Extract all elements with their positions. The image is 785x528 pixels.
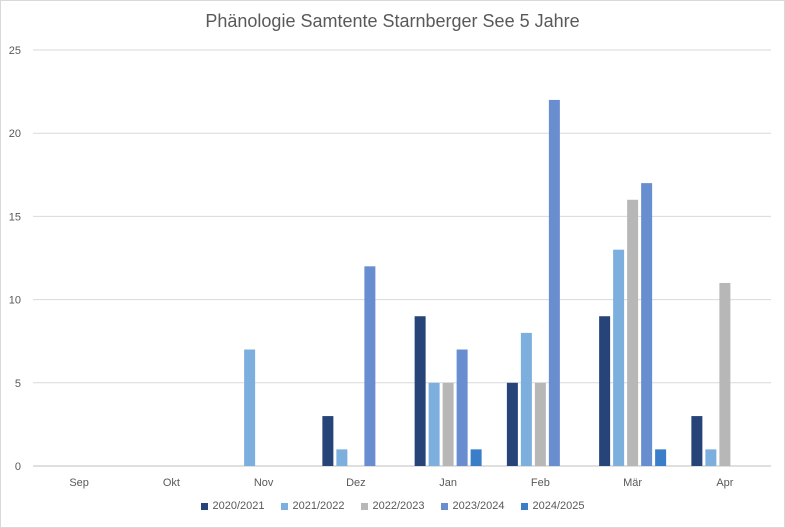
legend-label: 2020/2021	[212, 500, 265, 512]
bar	[428, 382, 440, 466]
bar	[548, 99, 560, 467]
x-tick-label: Feb	[531, 477, 550, 489]
bar	[322, 416, 334, 466]
legend-item: 2020/2021	[200, 500, 265, 512]
legend-item: 2021/2022	[280, 500, 345, 512]
legend-swatch	[360, 502, 368, 510]
bar	[506, 382, 518, 466]
bar	[599, 316, 611, 466]
bar	[442, 382, 454, 466]
legend-item: 2022/2023	[360, 500, 425, 512]
bar	[655, 449, 667, 466]
bar	[691, 416, 703, 466]
x-tick-label: Apr	[716, 477, 733, 489]
bar	[613, 249, 625, 466]
legend-label: 2024/2025	[532, 500, 585, 512]
bar	[641, 183, 653, 466]
bar	[244, 349, 256, 466]
legend-swatch	[440, 502, 448, 510]
y-tick-label: 5	[15, 378, 21, 390]
bar	[719, 282, 731, 466]
x-tick-label: Dez	[346, 477, 366, 489]
x-tick-label: Jan	[439, 477, 457, 489]
x-tick-label: Sep	[69, 477, 89, 489]
bar	[520, 332, 532, 466]
legend-swatch	[520, 502, 528, 510]
chart-title: Phänologie Samtente Starnberger See 5 Ja…	[205, 11, 580, 31]
bar	[336, 449, 348, 466]
bar	[627, 199, 639, 466]
x-tick-label: Okt	[163, 477, 180, 489]
bar	[414, 316, 426, 466]
legend-label: 2021/2022	[292, 500, 345, 512]
y-tick-label: 20	[9, 128, 21, 140]
legend-item: 2023/2024	[440, 500, 505, 512]
bar	[534, 382, 546, 466]
bar	[705, 449, 717, 466]
legend-swatch	[280, 502, 288, 510]
legend-swatch	[200, 502, 208, 510]
bar	[364, 266, 376, 466]
legend: 2020/2021 2021/2022 2022/2023 2023/2024 2024…	[0, 500, 785, 512]
legend-label: 2023/2024	[452, 500, 505, 512]
x-tick-label: Nov	[254, 477, 274, 489]
y-tick-label: 0	[15, 461, 21, 473]
y-tick-label: 25	[9, 45, 21, 57]
bar	[470, 449, 482, 466]
legend-item: 2024/2025	[520, 500, 585, 512]
x-tick-label: Mär	[623, 477, 642, 489]
bar	[456, 349, 468, 466]
legend-label: 2022/2023	[372, 500, 425, 512]
y-tick-label: 15	[9, 211, 21, 223]
y-tick-label: 10	[9, 295, 21, 307]
